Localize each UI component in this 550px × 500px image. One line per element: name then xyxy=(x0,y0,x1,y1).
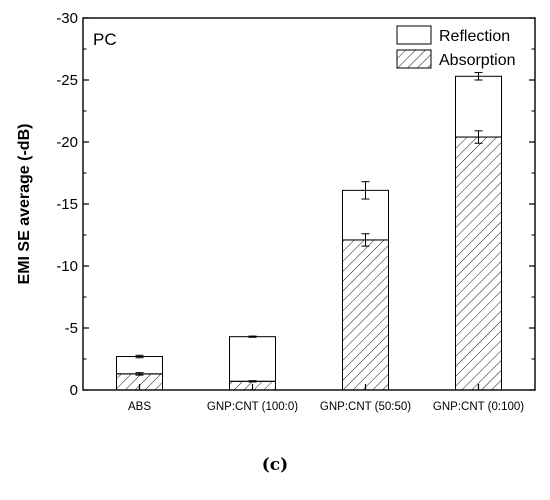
panel-label: PC xyxy=(93,30,117,49)
bar-reflection xyxy=(455,75,502,138)
legend-swatch-absorption xyxy=(396,49,432,69)
y-tick-label: -25 xyxy=(56,72,78,89)
x-tick-label: GNP:CNT (100:0) xyxy=(207,401,298,413)
y-axis-label: EMI SE average (-dB) xyxy=(16,124,33,285)
bar-absorption xyxy=(342,239,389,391)
legend-swatch-reflection xyxy=(396,25,432,45)
legend-label-reflection: Reflection xyxy=(439,28,510,45)
y-tick-label: 0 xyxy=(70,382,78,399)
legend-label-absorption: Absorption xyxy=(439,52,516,69)
bar-absorption xyxy=(455,136,502,391)
y-tick-label: -30 xyxy=(56,10,78,27)
plot-area: 0 -5 -10 -15 -20 -25 -30 EMI SE average (-dB) AB… xyxy=(16,10,536,413)
y-tick-label: -10 xyxy=(56,258,78,275)
bar-reflection xyxy=(229,336,276,382)
x-tick-label: GNP:CNT (50:50) xyxy=(320,401,411,413)
bar-reflection xyxy=(116,356,163,375)
chart-svg: 0 -5 -10 -15 -20 -25 -30 EMI SE average (-dB) AB… xyxy=(16,10,536,413)
x-tick-label: ABS xyxy=(128,401,151,413)
figure-caption: (c) xyxy=(261,455,289,475)
x-tick-label: GNP:CNT (0:100) xyxy=(433,401,524,413)
y-tick-label: -20 xyxy=(56,134,78,151)
y-tick-label: -5 xyxy=(65,320,78,337)
y-tick-label: -15 xyxy=(56,196,78,213)
